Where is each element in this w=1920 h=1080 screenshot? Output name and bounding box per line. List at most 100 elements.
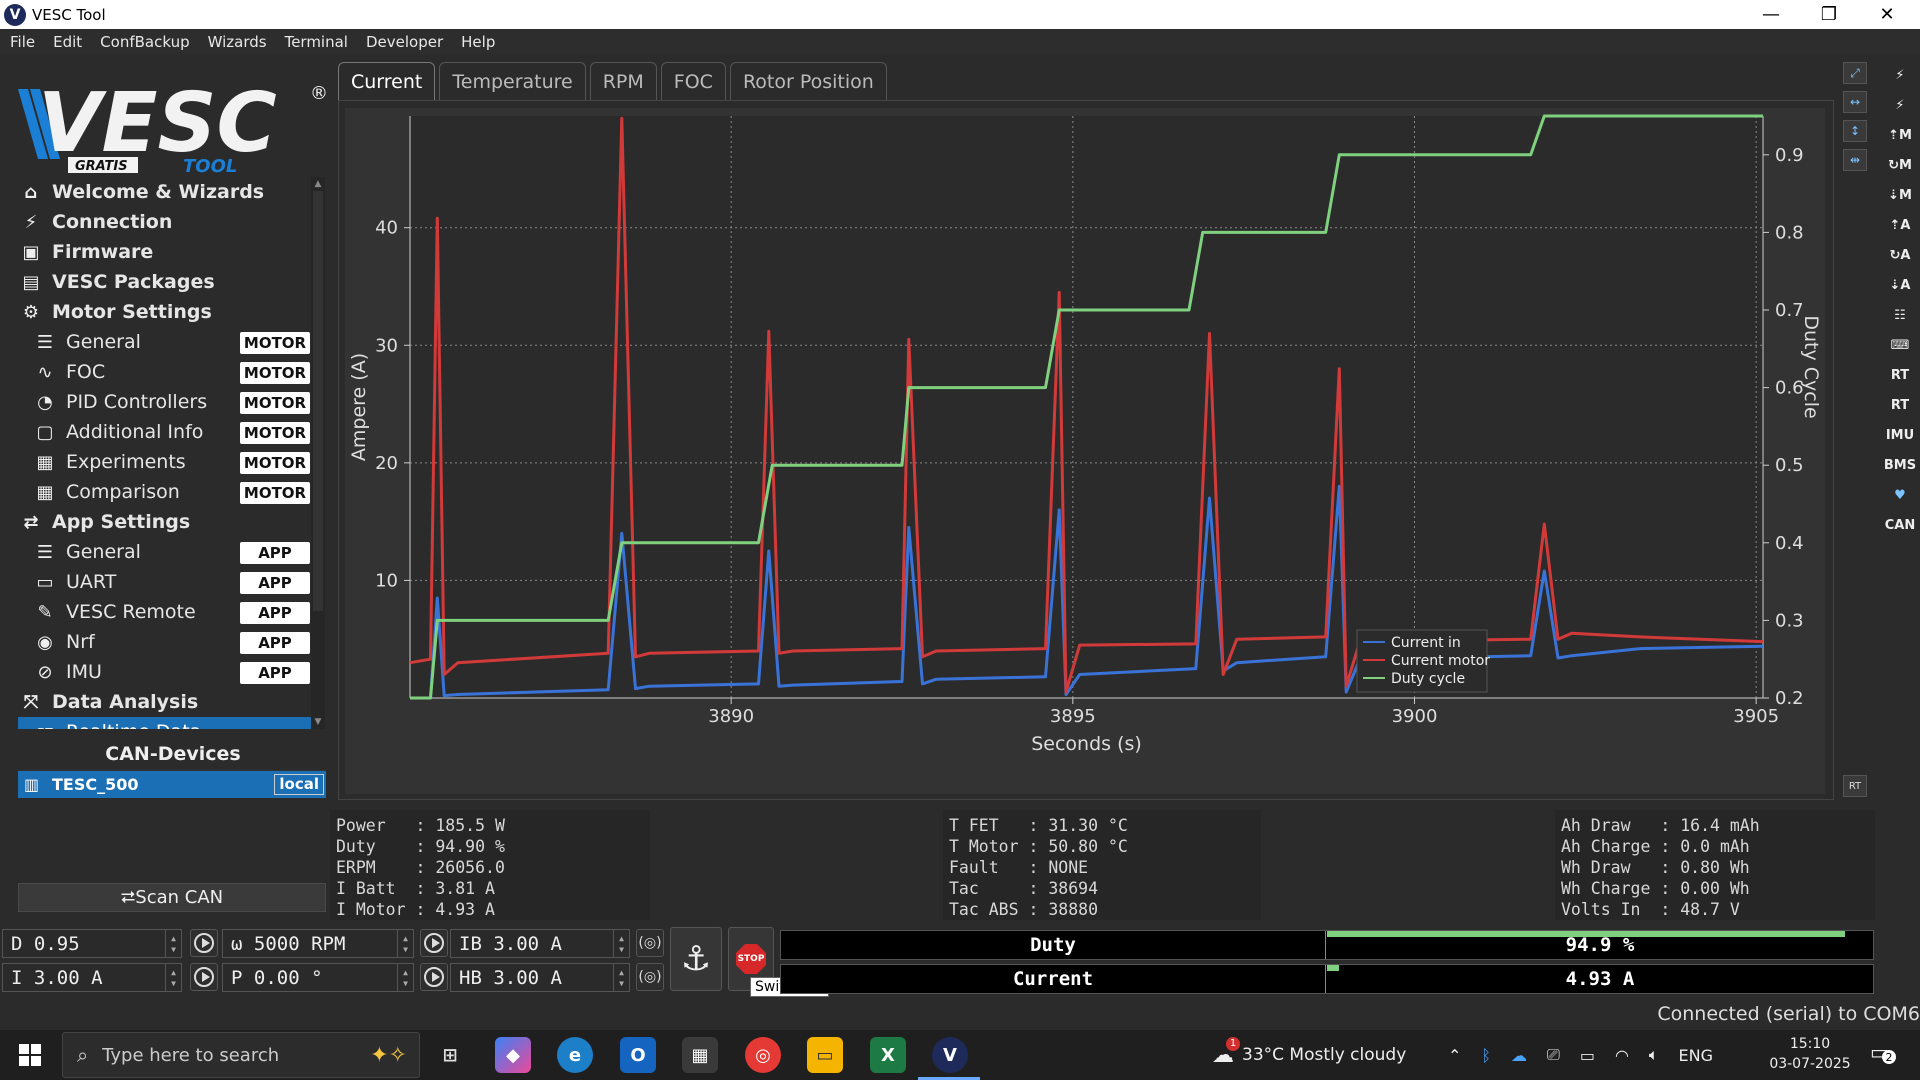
notification-icon[interactable]: ▭ 2 bbox=[1870, 1040, 1896, 1064]
nav-item-app-settings[interactable]: ⇄ App Settings bbox=[18, 507, 313, 537]
file-explorer-icon[interactable]: ▭ bbox=[807, 1037, 843, 1073]
copilot-icon[interactable]: ◆ bbox=[495, 1037, 531, 1073]
zoom-horizontal-icon[interactable]: ↔ bbox=[1843, 91, 1867, 113]
minimize-button[interactable]: — bbox=[1762, 4, 1780, 25]
scroll-up-icon[interactable]: ▲ bbox=[314, 179, 322, 189]
menu-file[interactable]: File bbox=[10, 33, 36, 51]
nav-item-uart[interactable]: ▭ UART APP bbox=[18, 567, 313, 597]
brake-current-input[interactable]: IB 3.00 A ▲ ▼ bbox=[450, 929, 630, 958]
nav-scrollbar[interactable]: ▲ ▼ bbox=[311, 177, 325, 729]
outlook-icon[interactable]: O bbox=[620, 1037, 656, 1073]
maximize-button[interactable]: ❐ bbox=[1820, 4, 1838, 25]
imu-icon[interactable]: IMU bbox=[1885, 427, 1915, 443]
nav-item-welcome-wizards[interactable]: ⌂ Welcome & Wizards bbox=[18, 177, 313, 207]
language-indicator[interactable]: ENG bbox=[1678, 1045, 1714, 1065]
handbrake-input[interactable]: HB 3.00 A ▲ ▼ bbox=[450, 963, 630, 992]
nav-item-realtime-data[interactable]: RT Realtime Data bbox=[18, 717, 313, 729]
nav-item-comparison[interactable]: ▦ Comparison MOTOR bbox=[18, 477, 313, 507]
scroll-down-icon[interactable]: ▼ bbox=[314, 717, 322, 727]
nav-item-vesc-remote[interactable]: ✎ VESC Remote APP bbox=[18, 597, 313, 627]
set-duty-button[interactable] bbox=[190, 929, 218, 957]
nav-item-imu[interactable]: ⊘ IMU APP bbox=[18, 657, 313, 687]
menu-edit[interactable]: Edit bbox=[53, 33, 83, 51]
can-device-row[interactable]: ▥ TESC_500 local bbox=[18, 771, 326, 798]
chrome-icon[interactable]: ◎ bbox=[745, 1037, 781, 1073]
nav-item-firmware[interactable]: ▣ Firmware bbox=[18, 237, 313, 267]
menu-terminal[interactable]: Terminal bbox=[284, 33, 348, 51]
zoom-vertical-icon[interactable]: ↕ bbox=[1843, 120, 1867, 142]
can-icon[interactable]: CAN bbox=[1884, 517, 1916, 533]
rpm-input[interactable]: ω 5000 RPM ▲ ▼ bbox=[222, 929, 414, 958]
tab-rotor-position[interactable]: Rotor Position bbox=[729, 62, 887, 100]
wifi-icon[interactable]: ◠ bbox=[1614, 1045, 1629, 1065]
nav-item-additional-info[interactable]: ▢ Additional Info MOTOR bbox=[18, 417, 313, 447]
nav-item-nrf[interactable]: ◉ Nrf APP bbox=[18, 627, 313, 657]
menu-confbackup[interactable]: ConfBackup bbox=[100, 33, 190, 51]
hierarchy-icon[interactable]: ☷ bbox=[1894, 307, 1906, 323]
realtime-rt-icon[interactable]: RT bbox=[1890, 367, 1910, 383]
nav-label: VESC Remote bbox=[66, 601, 196, 623]
nav-item-general[interactable]: ☰ General MOTOR bbox=[18, 327, 313, 357]
disconnect-icon[interactable]: ⚡ bbox=[1895, 97, 1905, 113]
onedrive-icon[interactable]: ☁ bbox=[1511, 1045, 1528, 1065]
duty-input[interactable]: D 0.95 ▲ ▼ bbox=[2, 929, 182, 958]
read-motor-config-icon[interactable]: ⇡M bbox=[1888, 127, 1912, 143]
weather-widget[interactable]: ☁ 1 33°C Mostly cloudy bbox=[1212, 1030, 1406, 1080]
edge-icon[interactable]: e bbox=[557, 1037, 593, 1073]
nav-item-general[interactable]: ☰ General APP bbox=[18, 537, 313, 567]
nav-item-connection[interactable]: ⚡ Connection bbox=[18, 207, 313, 237]
current-plot[interactable]: 3890 3895 3900 3905 10 20 30 40 0.2 0.3 0.4 0.5 0.6 0… bbox=[345, 108, 1825, 794]
current-input[interactable]: I 3.00 A ▲ ▼ bbox=[2, 963, 182, 992]
anchor-button[interactable]: ⚓ bbox=[670, 927, 722, 991]
write-motor-config-icon[interactable]: ⇣M bbox=[1888, 187, 1912, 203]
store-icon[interactable]: ▦ bbox=[682, 1037, 718, 1073]
tab-temperature[interactable]: Temperature bbox=[439, 62, 586, 100]
vesc-taskbar-icon[interactable]: V bbox=[932, 1037, 968, 1073]
nav-item-data-analysis[interactable]: ⤧ Data Analysis bbox=[18, 687, 313, 717]
bluetooth-icon[interactable]: ᛒ bbox=[1481, 1045, 1492, 1065]
position-input[interactable]: P 0.00 ° ▲ ▼ bbox=[222, 963, 414, 992]
set-handbrake-button[interactable]: (◎) bbox=[636, 963, 664, 991]
menu-wizards[interactable]: Wizards bbox=[207, 33, 267, 51]
set-position-button[interactable] bbox=[420, 963, 448, 991]
nav-icon: ⊘ bbox=[37, 661, 53, 683]
menu-developer[interactable]: Developer bbox=[365, 33, 444, 51]
zoom-both-icon[interactable]: ⇹ bbox=[1843, 149, 1867, 171]
read-default-app-config-icon[interactable]: ↻A bbox=[1889, 247, 1911, 263]
connect-icon[interactable]: ⚡ bbox=[1895, 67, 1905, 83]
realtime-app-icon[interactable]: RT bbox=[1890, 397, 1910, 413]
device-icon[interactable]: ⎚ bbox=[1547, 1045, 1560, 1064]
nav-item-foc[interactable]: ∿ FOC MOTOR bbox=[18, 357, 313, 387]
heart-icon[interactable]: ♥ bbox=[1894, 487, 1906, 503]
nav-item-motor-settings[interactable]: ⚙ Motor Settings bbox=[18, 297, 313, 327]
set-brake-button[interactable]: (◎) bbox=[636, 929, 664, 957]
close-button[interactable]: ✕ bbox=[1879, 4, 1895, 25]
read-app-config-icon[interactable]: ⇡A bbox=[1889, 217, 1911, 233]
bms-icon[interactable]: BMS bbox=[1883, 457, 1917, 473]
scroll-thumb[interactable] bbox=[313, 191, 323, 611]
write-app-config-icon[interactable]: ⇣A bbox=[1889, 277, 1911, 293]
nav-item-pid-controllers[interactable]: ◔ PID Controllers MOTOR bbox=[18, 387, 313, 417]
clock[interactable]: 15:10 03-07-2025 bbox=[1765, 1034, 1855, 1074]
scan-can-button[interactable]: ⮂Scan CAN bbox=[18, 883, 326, 912]
chevron-up-icon[interactable]: ⌃ bbox=[1448, 1045, 1462, 1065]
set-rpm-button[interactable] bbox=[420, 929, 448, 957]
read-default-motor-config-icon[interactable]: ↻M bbox=[1888, 157, 1912, 173]
taskbar-search[interactable]: ⌕ Type here to search ✦✧ bbox=[62, 1032, 420, 1078]
battery-icon[interactable]: ▭ bbox=[1579, 1045, 1595, 1065]
nav-item-vesc-packages[interactable]: ▤ VESC Packages bbox=[18, 267, 313, 297]
start-button[interactable] bbox=[0, 1030, 60, 1080]
tab-rpm[interactable]: RPM bbox=[589, 62, 657, 100]
nav-item-experiments[interactable]: ▦ Experiments MOTOR bbox=[18, 447, 313, 477]
set-current-button[interactable] bbox=[190, 963, 218, 991]
nav-icon: ⌂ bbox=[24, 181, 38, 203]
menu-help[interactable]: Help bbox=[461, 33, 496, 51]
excel-icon[interactable]: X bbox=[870, 1037, 906, 1073]
realtime-toggle-icon[interactable]: RT bbox=[1843, 775, 1867, 797]
gamepad-icon[interactable]: ⌨ bbox=[1890, 337, 1910, 353]
rescale-icon[interactable]: ⤢ bbox=[1843, 62, 1867, 84]
speaker-icon[interactable]: 🔈︎ bbox=[1648, 1045, 1659, 1064]
tab-foc[interactable]: FOC bbox=[660, 62, 726, 100]
tab-current[interactable]: Current bbox=[338, 62, 436, 100]
task-view-icon[interactable]: ⊞ bbox=[442, 1044, 458, 1066]
